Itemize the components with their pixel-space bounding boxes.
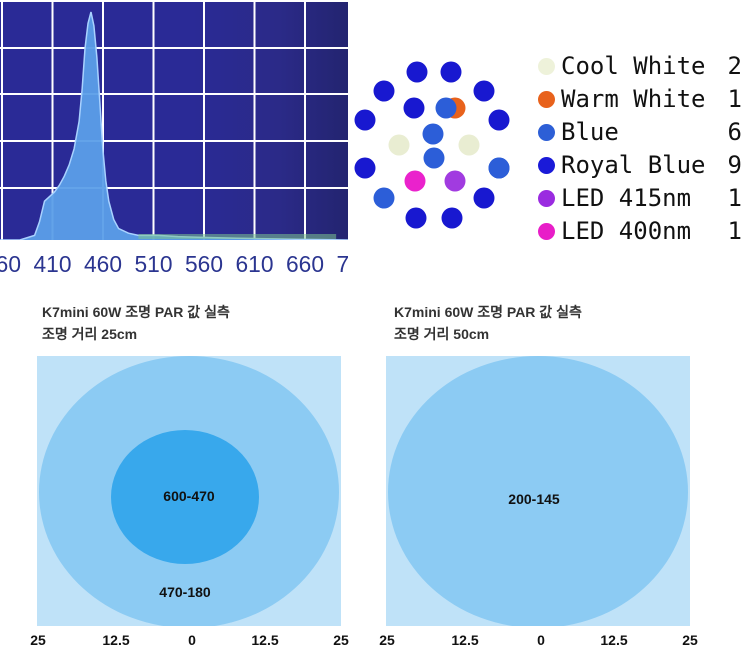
legend-item-cool-white: Cool White 2 [536,50,750,83]
led-royal-blue-dot [403,97,425,119]
led-cool-white-dot [388,134,410,156]
x-tick-label: 12.5 [451,632,479,648]
led-dots [354,61,510,229]
spectrum-tick-labels: 360 410 460 510 560 610 660 710 [0,251,348,277]
legend-count: 1 [727,85,742,113]
legend-count: 2 [727,52,742,80]
led-led-415-dot [444,170,466,192]
x-tick-label: 0 [188,632,196,648]
led-blue-dot [488,157,510,179]
spectrum-tick-label: 710 [337,251,349,277]
led-royal-blue-dot [405,207,427,229]
led-400-swatch [538,223,555,240]
legend-item-led-415: LED 415nm 1 [536,182,750,215]
led-cool-white-dot [458,134,480,156]
legend-label: LED 415nm [561,184,692,212]
led-royal-blue-dot [406,61,428,83]
led-array-diagram [354,61,510,229]
legend-count: 1 [727,217,742,245]
led-royal-blue-dot [373,80,395,102]
led-blue-dot [423,147,445,169]
par-zone-label: 200-145 [508,491,560,507]
blue-swatch [538,124,555,141]
spectrum-tick-label: 660 [286,251,324,277]
par-25cm-title: K7mini 60W 조명 PAR 값 실측 [42,304,230,320]
spectrum-tick-label: 460 [84,251,122,277]
led-led-400-dot [404,170,426,192]
spectrum-axis-band [0,240,348,282]
par-zone-inner-label: 600-470 [163,488,215,504]
par-zone-inner [111,430,259,564]
led-royal-blue-dot [354,109,376,131]
legend-label: Royal Blue [561,151,706,179]
spectrum-curve-group [0,11,348,241]
spectrum-tick-label: 610 [236,251,274,277]
x-tick-label: 12.5 [251,632,279,648]
legend-count: 1 [727,184,742,212]
par-map-25cm: 600-470 470-180 [37,356,341,626]
x-tick-label: 12.5 [600,632,628,648]
led-royal-blue-dot [441,207,463,229]
spectrum-tick-label: 560 [185,251,223,277]
spectrum-area [0,12,348,240]
spectrum-tick-label: 510 [135,251,173,277]
x-tick-label: 25 [682,632,698,648]
led-blue-dot [422,123,444,145]
led-royal-blue-dot [440,61,462,83]
x-tick-label: 25 [379,632,395,648]
led-royal-blue-dot [473,80,495,102]
legend-item-led-400: LED 400nm 1 [536,215,750,248]
par-50cm-title: K7mini 60W 조명 PAR 값 실측 [394,304,582,320]
legend-label: Blue [561,118,619,146]
royal-blue-swatch [538,157,555,174]
x-tick-label: 25 [333,632,349,648]
legend-item-warm-white: Warm White 1 [536,83,750,116]
cool-white-swatch [538,58,555,75]
led-415-swatch [538,190,555,207]
par-25cm-distance: 조명 거리 25cm [42,326,138,342]
par-zone-outer [388,356,688,626]
spectrum-tick-label: 360 [0,251,21,277]
legend-label: Cool White [561,52,706,80]
x-tick-label: 25 [30,632,46,648]
par-map-50cm: 200-145 [386,356,690,626]
led-blue-dot [435,97,457,119]
spectrum-chart: 360 410 460 510 560 610 660 710 [0,0,348,282]
spectrum-grid [0,0,348,240]
legend-label: Warm White [561,85,706,113]
led-blue-dot [373,187,395,209]
x-tick-label: 12.5 [102,632,130,648]
x-tick-label: 0 [537,632,545,648]
par-50cm-x-ticks: 25 12.5 0 12.5 25 [377,632,707,652]
legend-count: 6 [727,118,742,146]
par-25cm-x-ticks: 25 12.5 0 12.5 25 [28,632,358,652]
legend-count: 9 [727,151,742,179]
spectrum-tail [138,234,337,239]
led-royal-blue-dot [473,187,495,209]
spectrum-tick-label: 410 [34,251,72,277]
warm-white-swatch [538,91,555,108]
legend-item-royal-blue: Royal Blue 9 [536,149,750,182]
par-zone-outer-label: 470-180 [159,584,211,600]
led-legend: Cool White 2 Warm White 1 Blue 6 Royal B… [536,50,750,248]
led-royal-blue-dot [488,109,510,131]
legend-label: LED 400nm [561,217,692,245]
par-50cm-distance: 조명 거리 50cm [394,326,490,342]
legend-item-blue: Blue 6 [536,116,750,149]
led-royal-blue-dot [354,157,376,179]
